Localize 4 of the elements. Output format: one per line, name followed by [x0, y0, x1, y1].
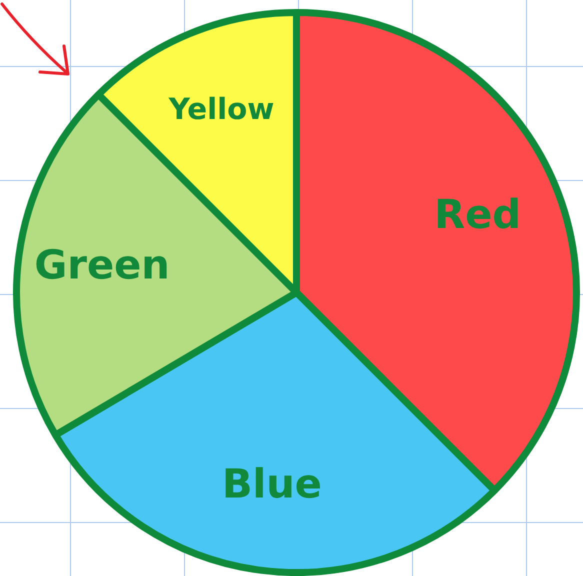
slice-label: Red — [434, 192, 521, 238]
slice-label: Yellow — [168, 92, 274, 126]
slice-label: Blue — [222, 461, 322, 508]
slice-label: Green — [34, 242, 170, 288]
